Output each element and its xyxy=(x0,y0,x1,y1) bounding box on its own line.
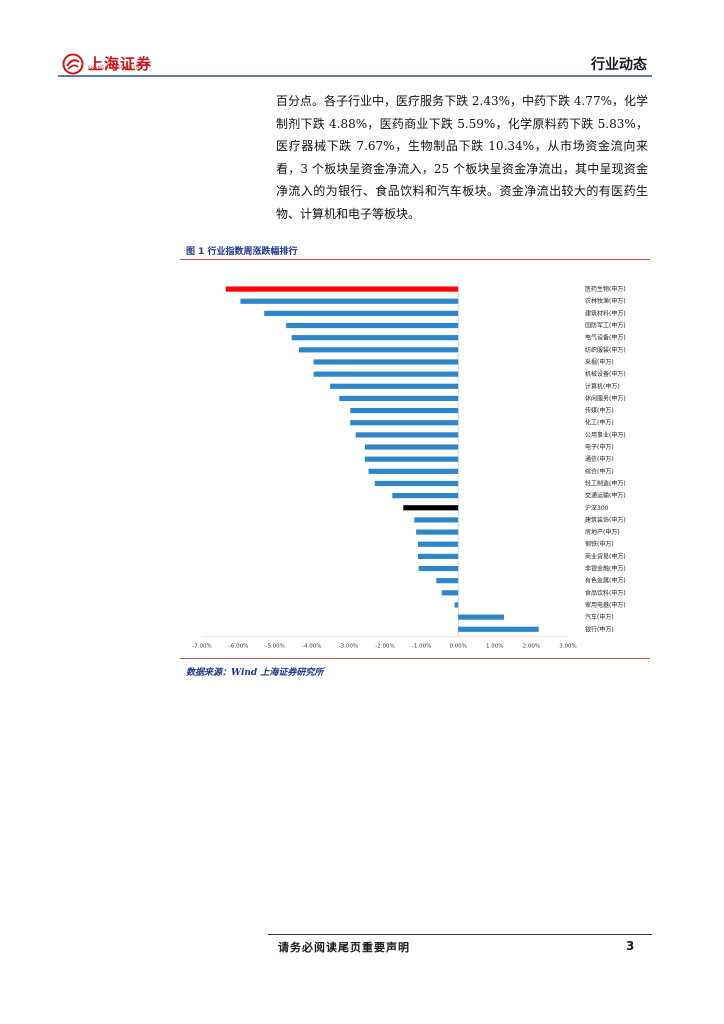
bar-21 xyxy=(417,541,459,547)
footer-divider xyxy=(268,934,652,935)
industry-weekly-change-chart: 医药生物(申万) 农林牧渔(申万) 建筑材料(申万) 国防军工(申万) 电气设备(申万)… xyxy=(192,279,626,649)
category-label-11: 化工(申万) xyxy=(585,419,614,427)
category-label-24: 有色金属(申万) xyxy=(585,577,626,585)
category-label-14: 通信(申万) xyxy=(585,455,614,463)
bar-2 xyxy=(264,310,459,316)
bar-15 xyxy=(368,468,459,474)
category-label-16: 轻工制造(申万) xyxy=(585,479,626,487)
category-label-13: 电子(申万) xyxy=(585,443,614,451)
bar-7 xyxy=(313,371,459,377)
category-label-15: 综合(申万) xyxy=(585,467,614,475)
bar-28 xyxy=(458,626,539,632)
category-label-25: 食品饮料(申万) xyxy=(585,589,626,597)
figure-bottom-rule xyxy=(180,658,650,659)
category-label-26: 家用电器(申万) xyxy=(585,601,626,609)
category-label-8: 计算机(申万) xyxy=(585,382,620,390)
x-tick-label-10: 3.00% xyxy=(559,643,576,649)
x-tick-label-5: -2.00% xyxy=(375,643,394,649)
bar-16 xyxy=(374,480,459,487)
bar-13 xyxy=(364,444,459,450)
bar-0 xyxy=(225,286,459,292)
category-label-22: 商业贸易(申万) xyxy=(585,552,626,560)
category-label-23: 非银金融(申万) xyxy=(585,565,626,573)
category-label-12: 公用事业(申万) xyxy=(585,431,626,439)
category-label-10: 传媒(申万) xyxy=(585,407,614,415)
bar-14 xyxy=(364,456,459,462)
x-tick-label-3: -4.00% xyxy=(302,643,321,649)
x-tick-label-2: -5.00% xyxy=(265,643,284,649)
bar-8 xyxy=(330,383,459,389)
bar-19 xyxy=(414,517,459,523)
bar-22 xyxy=(417,553,459,559)
category-label-6: 采掘(申万) xyxy=(585,358,614,366)
category-label-4: 电气设备(申万) xyxy=(585,334,626,342)
x-tick-label-6: -1.00% xyxy=(412,643,431,649)
x-tick-label-4: -3.00% xyxy=(339,643,358,649)
figure-source: 数据来源：Wind 上海证券研究所 xyxy=(186,668,324,678)
report-category: 行业动态 xyxy=(591,57,647,73)
category-label-0: 医药生物(申万) xyxy=(585,285,626,293)
bar-4 xyxy=(291,335,459,341)
category-label-2: 建筑材料(申万) xyxy=(585,309,626,317)
category-label-9: 休闲服务(申万) xyxy=(585,394,626,402)
bar-20 xyxy=(416,529,459,535)
bar-24 xyxy=(436,578,459,584)
bar-10 xyxy=(350,407,459,414)
logo-text: 上海证券 xyxy=(88,55,153,73)
category-label-17: 交通运输(申万) xyxy=(585,492,626,500)
x-tick-label-1: -6.00% xyxy=(229,643,248,649)
category-label-19: 建筑装饰(申万) xyxy=(585,516,626,524)
category-label-7: 机械设备(申万) xyxy=(585,370,626,378)
bar-17 xyxy=(392,493,459,499)
category-label-21: 钢铁(申万) xyxy=(585,540,614,548)
category-label-5: 纺织服装(申万) xyxy=(585,346,626,354)
category-label-1: 农林牧渔(申万) xyxy=(585,297,626,305)
bar-5 xyxy=(298,347,459,353)
category-label-20: 房地产(申万) xyxy=(585,528,620,536)
bar-25 xyxy=(441,590,459,596)
bar-23 xyxy=(418,565,459,572)
logo-emblem-icon xyxy=(62,53,84,75)
x-tick-label-8: 1.00% xyxy=(486,643,503,649)
category-label-18: 沪深300 xyxy=(585,504,609,512)
company-logo: 上海证券 xyxy=(62,51,152,77)
page-number: 3 xyxy=(626,939,635,953)
logo-subtitle: SHANGHAI SECURITIES xyxy=(88,65,144,70)
bar-11 xyxy=(350,420,459,426)
footer-notice: 请务必阅读尾页重要声明 xyxy=(278,941,410,954)
bar-27 xyxy=(458,614,504,620)
category-label-3: 国防军工(申万) xyxy=(585,322,626,330)
bar-12 xyxy=(355,432,459,438)
figure-title: 图 1 行业指数周涨跌幅排行 xyxy=(186,247,298,257)
category-label-27: 汽车(申万) xyxy=(585,613,614,621)
bar-1 xyxy=(240,298,459,304)
x-tick-label-0: -7.00% xyxy=(192,643,211,649)
body-paragraph: 百分点。各子行业中，医疗服务下跌 2.43%，中药下跌 4.77%，化学制剂下跌… xyxy=(276,94,648,221)
bar-26 xyxy=(454,602,459,608)
figure-top-rule xyxy=(180,259,650,260)
bar-3 xyxy=(286,322,459,329)
page-header: 上海证券 SHANGHAI SECURITIES 行业动态 xyxy=(52,48,652,78)
bar-9 xyxy=(339,395,459,402)
x-tick-label-9: 2.00% xyxy=(523,643,540,649)
bar-6 xyxy=(313,359,459,365)
category-label-28: 银行(申万) xyxy=(585,625,614,633)
bar-18 xyxy=(403,505,459,511)
x-tick-label-7: 0.00% xyxy=(449,643,466,649)
header-divider xyxy=(58,75,652,77)
